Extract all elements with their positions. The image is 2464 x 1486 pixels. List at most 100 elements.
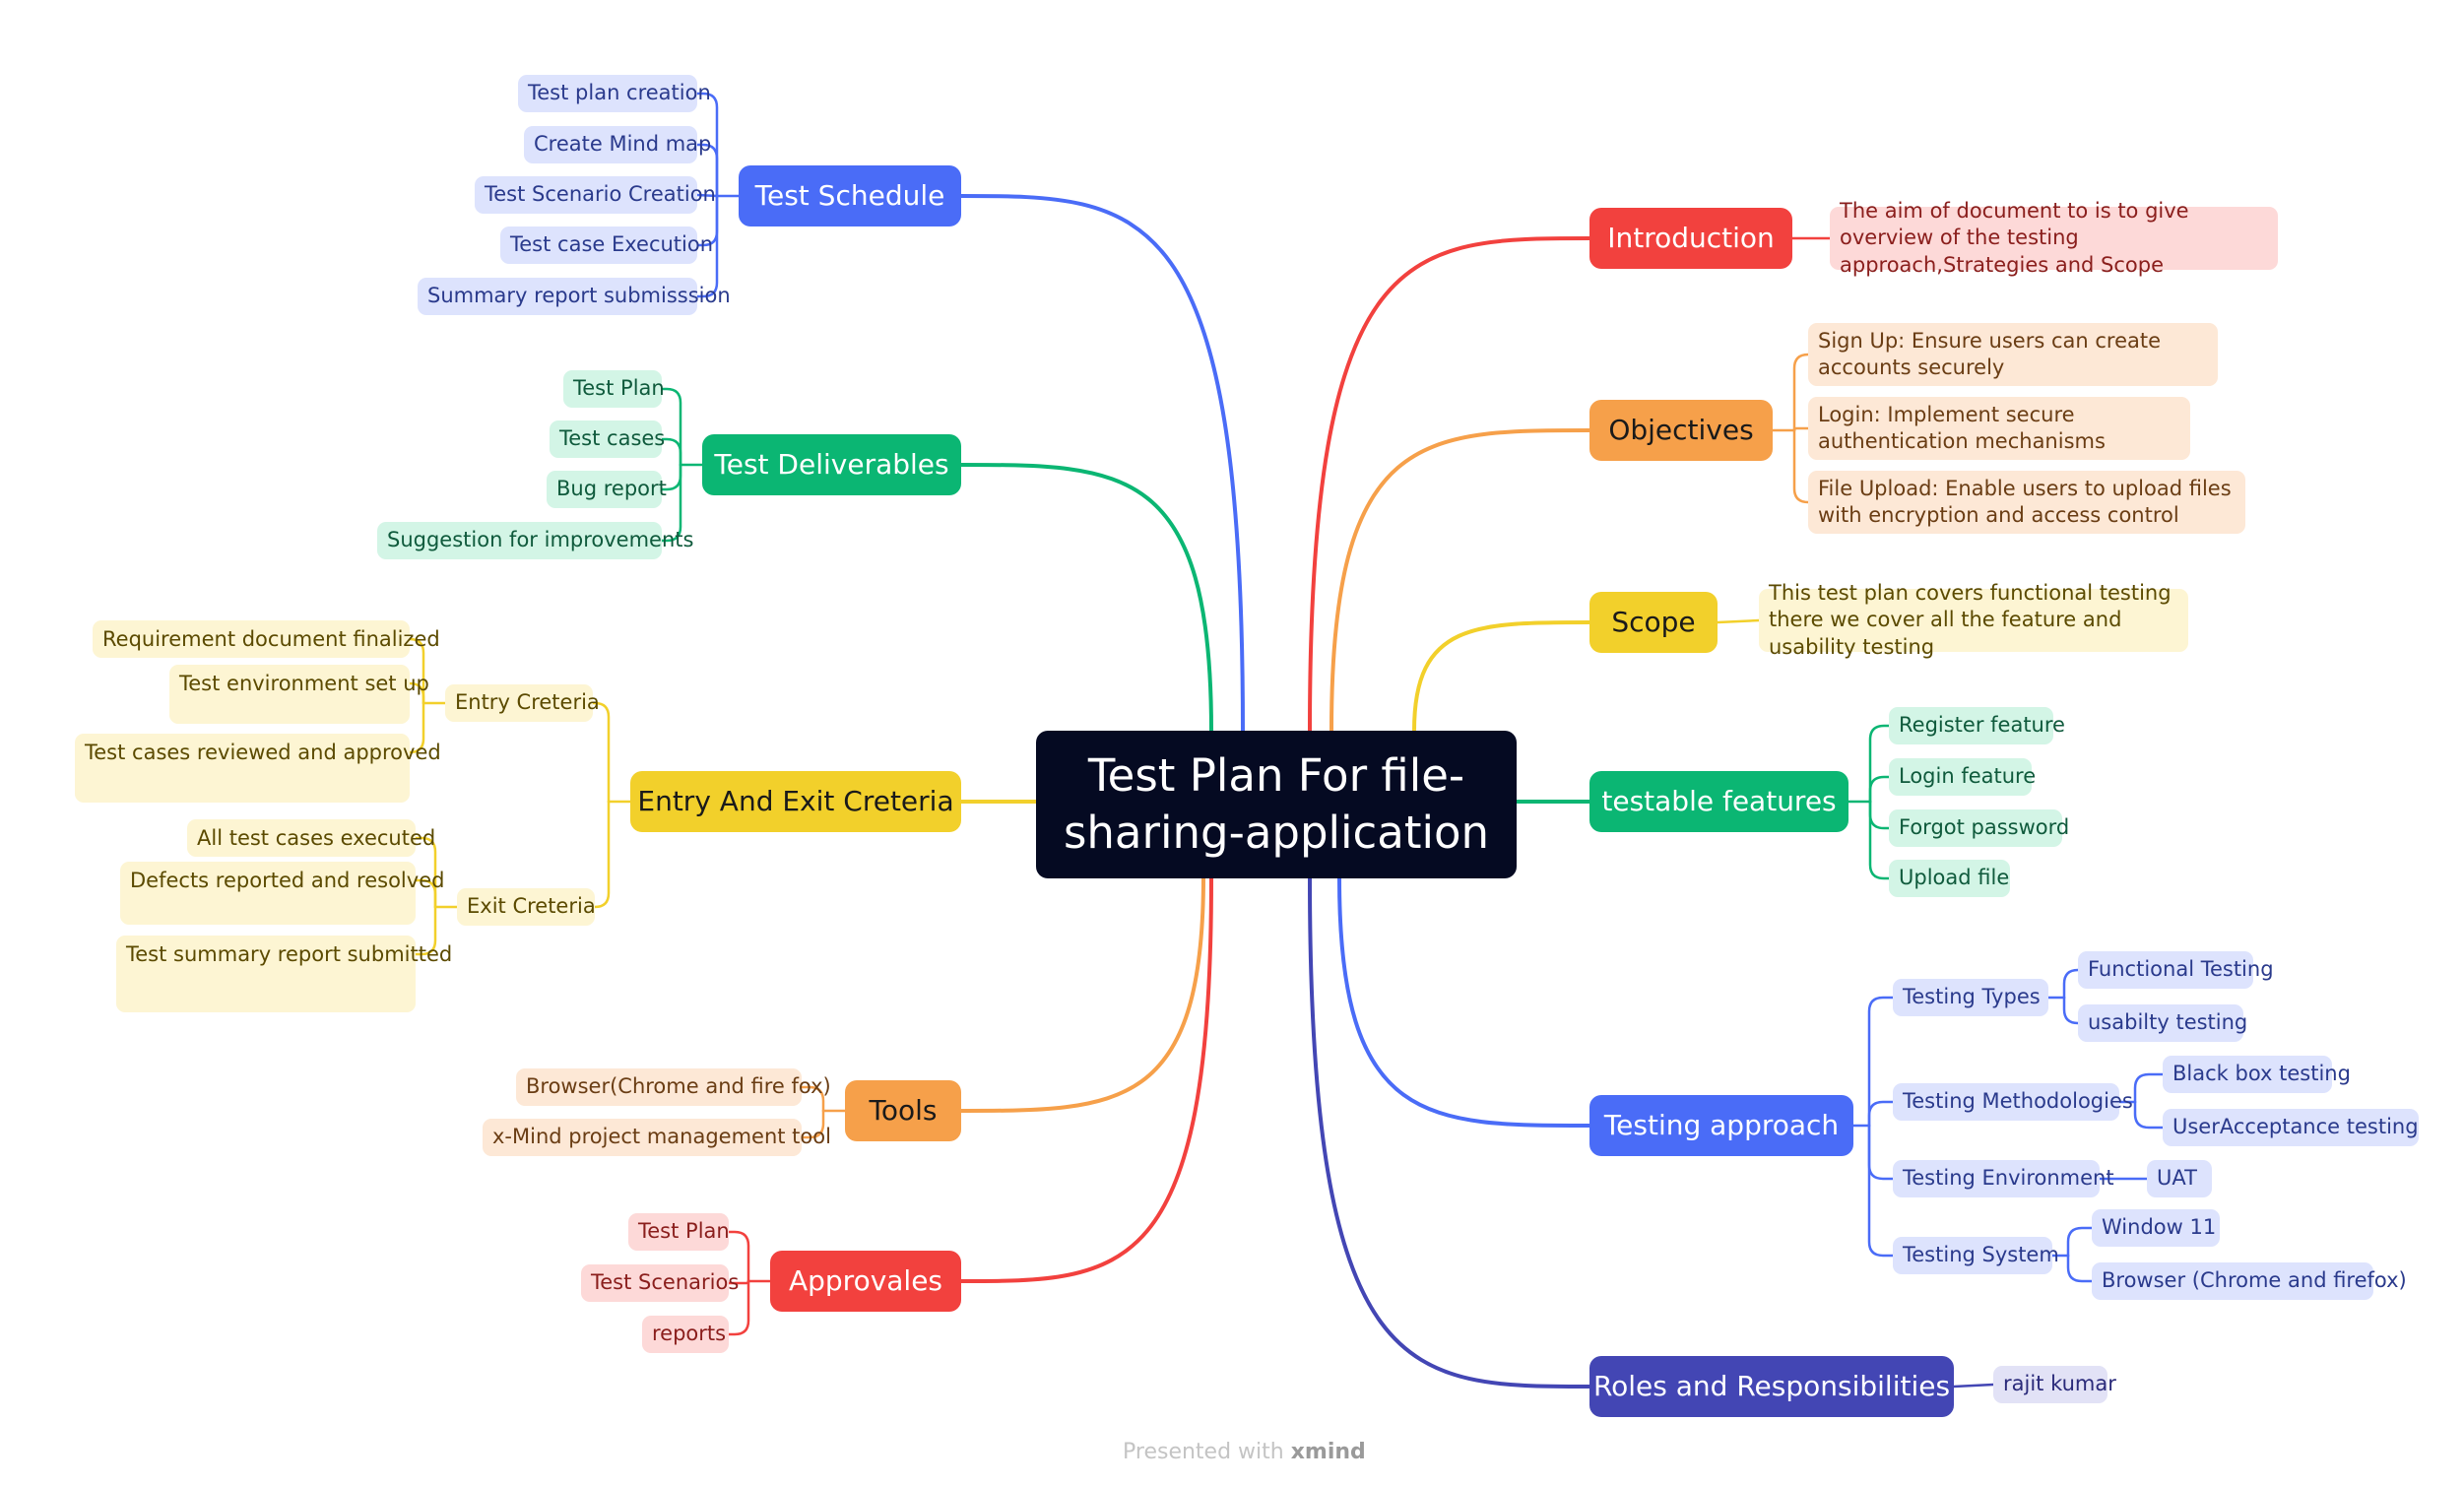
topic-test-schedule[interactable]: Test Schedule bbox=[739, 165, 961, 226]
criteria-item[interactable]: Test cases reviewed and approved bbox=[75, 734, 441, 803]
approach-item[interactable]: Black box testing bbox=[2163, 1056, 2351, 1093]
subtopic-approvales[interactable]: reports bbox=[642, 1316, 729, 1353]
connector-line bbox=[800, 1085, 825, 1113]
subtopic-objectives[interactable]: File Upload: Enable users to upload file… bbox=[1808, 471, 2245, 534]
connector-line bbox=[959, 463, 1213, 733]
criteria-item[interactable]: All test cases executed bbox=[187, 819, 435, 857]
topic-testing-approach[interactable]: Testing approach bbox=[1589, 1095, 1853, 1156]
approach-item[interactable]: UserAcceptance testing bbox=[2163, 1109, 2419, 1146]
watermark: Presented with xmind bbox=[1123, 1440, 1366, 1464]
connector-line bbox=[1337, 876, 1591, 1128]
topic-entry-exit[interactable]: Entry And Exit Creteria bbox=[630, 771, 961, 832]
criteria-item[interactable]: Defects reported and resolved bbox=[120, 862, 444, 925]
connector-line bbox=[1868, 724, 1891, 804]
subtopic-test-schedule[interactable]: Create Mind map bbox=[524, 126, 711, 163]
connector-line bbox=[1792, 426, 1810, 432]
connector-line bbox=[727, 1230, 750, 1283]
connector-line bbox=[1792, 353, 1810, 432]
subtopic-approvales[interactable]: Test Plan bbox=[628, 1213, 730, 1251]
connector-line bbox=[408, 637, 425, 705]
topic-objectives[interactable]: Objectives bbox=[1589, 400, 1773, 461]
approach-item[interactable]: Window 11 bbox=[2092, 1209, 2220, 1247]
approach-1[interactable]: Testing Types bbox=[1893, 979, 2048, 1016]
subtopic-tools[interactable]: Browser(Chrome and fire fox) bbox=[516, 1068, 831, 1106]
subtopic-test-deliverables[interactable]: Test cases bbox=[550, 420, 665, 458]
connector-line bbox=[2133, 1100, 2165, 1130]
connector-line bbox=[414, 836, 437, 909]
subtopic-test-deliverables[interactable]: Suggestion for improvements bbox=[377, 522, 693, 559]
connector-line bbox=[2062, 968, 2080, 1000]
connector-line bbox=[800, 1109, 825, 1139]
criteria-item[interactable]: Test environment set up bbox=[169, 665, 429, 724]
connector-line bbox=[959, 876, 1213, 1283]
connector-line bbox=[1867, 996, 1895, 1128]
approach-item[interactable]: usabilty testing bbox=[2078, 1004, 2247, 1042]
central-topic[interactable]: Test Plan For file-sharing-application bbox=[1036, 731, 1517, 878]
subtopic-testable-features[interactable]: Register feature bbox=[1889, 707, 2065, 744]
connector-line bbox=[414, 878, 437, 909]
subtopic-test-deliverables[interactable]: Test Plan bbox=[563, 370, 665, 408]
subtopic-testable-features[interactable]: Upload file bbox=[1889, 860, 2010, 897]
connector-line bbox=[1308, 876, 1591, 1389]
connector-line bbox=[1867, 1100, 1895, 1128]
subtopic-test-deliverables[interactable]: Bug report bbox=[547, 471, 667, 508]
criteria-item[interactable]: Requirement document finalized bbox=[93, 620, 440, 658]
approach-item[interactable]: Browser (Chrome and firefox) bbox=[2092, 1262, 2407, 1300]
connector-line bbox=[1868, 800, 1891, 880]
connector-line bbox=[959, 874, 1205, 1113]
connector-line bbox=[695, 92, 719, 198]
connector-line bbox=[1716, 618, 1761, 624]
approach-2[interactable]: Testing Methodologies bbox=[1893, 1083, 2133, 1121]
connector-line bbox=[727, 1279, 750, 1336]
topic-scope[interactable]: Scope bbox=[1589, 592, 1718, 653]
subtopic-testable-features[interactable]: Login feature bbox=[1889, 758, 2036, 796]
connector-line bbox=[660, 437, 682, 467]
subtopic-test-schedule[interactable]: Test case Execution bbox=[500, 226, 713, 264]
approach-3[interactable]: Testing Environment bbox=[1893, 1160, 2114, 1197]
connector-line bbox=[414, 905, 437, 956]
connector-line bbox=[1792, 428, 1810, 504]
connector-line bbox=[660, 463, 682, 543]
topic-introduction[interactable]: Introduction bbox=[1589, 208, 1792, 269]
subtopic-test-schedule[interactable]: Test Scenario Creation bbox=[475, 176, 716, 214]
subtopic-tools[interactable]: x-Mind project management tool bbox=[483, 1119, 831, 1156]
connector-line bbox=[2066, 1254, 2094, 1283]
entry-criteria[interactable]: Entry Creteria bbox=[445, 684, 600, 722]
subtopic-approvales[interactable]: Test Scenarios bbox=[581, 1264, 739, 1302]
topic-approvales[interactable]: Approvales bbox=[770, 1251, 961, 1312]
topic-roles[interactable]: Roles and Responsibilities bbox=[1589, 1356, 1954, 1417]
topic-testable-features[interactable]: testable features bbox=[1589, 771, 1848, 832]
subtopic-testable-features[interactable]: Forgot password bbox=[1889, 809, 2069, 847]
subtopic-introduction[interactable]: The aim of document to is to give overvi… bbox=[1830, 199, 2278, 277]
connector-line bbox=[2066, 1226, 2094, 1258]
connector-line bbox=[593, 800, 611, 909]
subtopic-objectives[interactable]: Sign Up: Ensure users can create account… bbox=[1808, 323, 2218, 386]
connector-line bbox=[408, 701, 425, 754]
subtopic-objectives[interactable]: Login: Implement secure authentication m… bbox=[1808, 397, 2190, 460]
connector-line bbox=[695, 193, 719, 198]
connector-line bbox=[1868, 775, 1891, 804]
approach-item[interactable]: Functional Testing bbox=[2078, 951, 2274, 989]
exit-criteria[interactable]: Exit Creteria bbox=[457, 888, 596, 926]
connector-line bbox=[695, 194, 719, 298]
topic-test-deliverables[interactable]: Test Deliverables bbox=[702, 434, 961, 495]
connector-line bbox=[1412, 620, 1591, 733]
connector-line bbox=[2062, 996, 2080, 1025]
connector-line bbox=[1867, 1124, 1895, 1181]
subtopic-roles[interactable]: rajit kumar bbox=[1993, 1366, 2116, 1403]
connector-line bbox=[2133, 1072, 2165, 1104]
subtopic-test-schedule[interactable]: Summary report submisssion bbox=[418, 278, 731, 315]
subtopic-scope[interactable]: This test plan covers functional testing… bbox=[1759, 581, 2188, 659]
connector-line bbox=[1868, 800, 1891, 830]
topic-tools[interactable]: Tools bbox=[845, 1080, 961, 1141]
subtopic-test-schedule[interactable]: Test plan creation bbox=[518, 75, 711, 112]
connector-line bbox=[1952, 1383, 1995, 1389]
connector-line bbox=[591, 701, 611, 804]
approach-4[interactable]: Testing System bbox=[1893, 1237, 2059, 1274]
connector-line bbox=[959, 194, 1245, 733]
connector-line bbox=[660, 387, 682, 467]
criteria-item[interactable]: Test summary report submitted bbox=[116, 936, 452, 1012]
approach-item[interactable]: UAT bbox=[2147, 1160, 2212, 1197]
